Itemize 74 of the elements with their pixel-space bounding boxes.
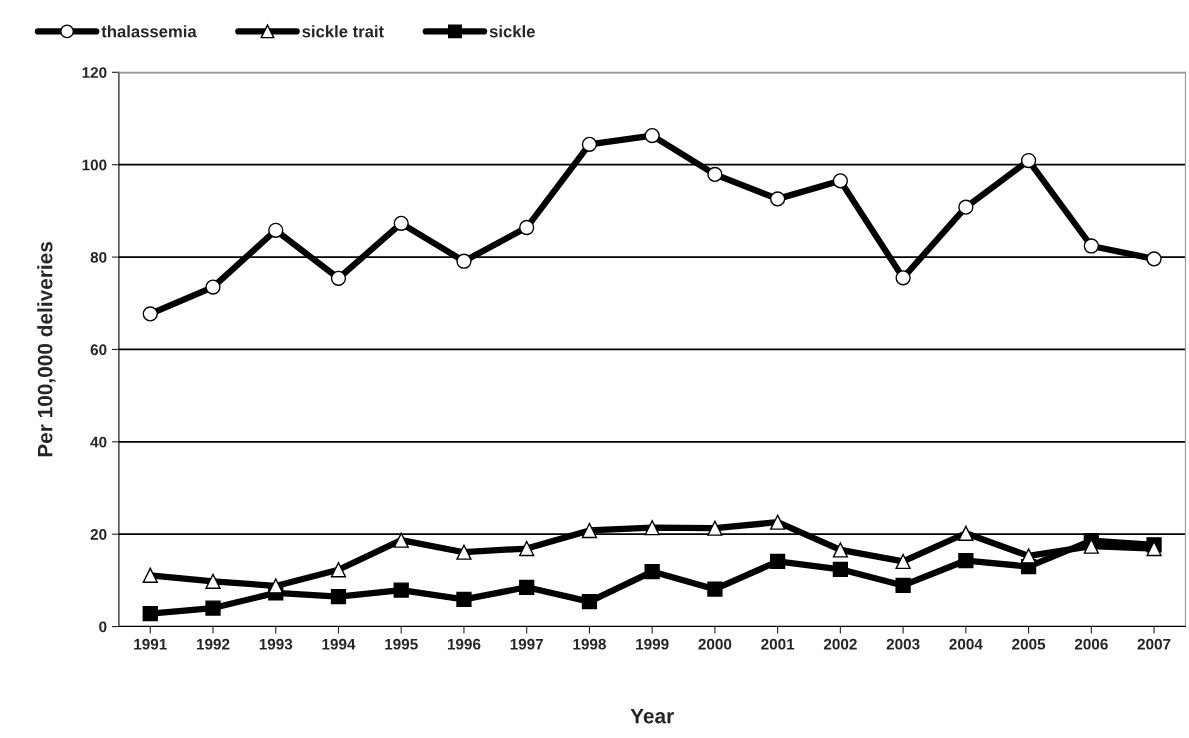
point — [268, 222, 284, 238]
x-tick-label: 2001 — [761, 638, 795, 650]
y-axis-title: Per 100,000 deliveries — [37, 241, 56, 457]
point — [770, 553, 786, 570]
point — [707, 166, 723, 183]
y-tick-label: 0 — [99, 621, 107, 633]
legend-label: sickle trait — [302, 25, 384, 38]
point — [581, 522, 598, 539]
point — [1146, 251, 1162, 267]
point — [519, 579, 535, 595]
point — [1020, 548, 1037, 564]
point — [707, 581, 723, 597]
point — [958, 552, 974, 569]
point — [142, 567, 158, 583]
x-tick-label: 2007 — [1137, 638, 1171, 650]
y-tick-label: 60 — [90, 344, 107, 356]
point — [205, 600, 221, 616]
legend-label: sickle — [489, 25, 535, 38]
x-tick-label: 1995 — [385, 638, 418, 650]
x-tick-label: 1999 — [636, 638, 669, 650]
point — [832, 542, 849, 558]
point — [330, 270, 347, 286]
point — [456, 544, 472, 560]
point — [832, 561, 849, 577]
x-tick-label: 2002 — [823, 638, 857, 650]
point — [393, 582, 409, 598]
x-tick-label: 1991 — [134, 638, 167, 650]
point — [393, 215, 409, 231]
point — [393, 532, 409, 548]
x-tick-label: 1992 — [196, 638, 230, 650]
x-tick-label: 2006 — [1074, 638, 1108, 650]
point — [832, 173, 849, 189]
point — [770, 514, 786, 530]
x-tick-label: 2003 — [886, 638, 920, 650]
point — [770, 191, 786, 207]
x-tick-label: 2000 — [698, 638, 732, 650]
point — [958, 525, 974, 541]
point — [456, 253, 472, 269]
x-tick-label: 1997 — [510, 638, 544, 650]
point — [519, 540, 535, 557]
point — [456, 591, 472, 607]
point — [644, 127, 660, 144]
point — [205, 279, 221, 295]
y-tick-label: 100 — [82, 159, 107, 171]
point — [205, 573, 221, 589]
y-tick-label: 120 — [82, 67, 107, 79]
point — [519, 219, 535, 236]
legend-label: thalassemia — [101, 25, 197, 38]
point — [330, 588, 347, 605]
point — [644, 520, 660, 536]
y-tick-label: 20 — [90, 529, 107, 540]
point — [268, 578, 284, 594]
point — [1020, 152, 1037, 169]
y-tick-label: 80 — [90, 251, 107, 263]
point — [142, 605, 158, 622]
x-tick-label: 2004 — [949, 638, 983, 650]
x-tick-label: 1998 — [573, 638, 606, 650]
point — [707, 520, 723, 536]
x-tick-label: 1996 — [447, 638, 481, 650]
point — [1083, 238, 1099, 254]
x-axis-title: Year — [630, 708, 674, 724]
point — [581, 136, 598, 153]
y-tick-label: 40 — [90, 436, 107, 448]
point — [895, 577, 911, 594]
point — [142, 306, 158, 322]
x-tick-label: 2005 — [1012, 638, 1046, 650]
point — [644, 563, 660, 580]
point — [581, 593, 598, 610]
point — [330, 562, 347, 578]
x-tick-label: 1994 — [322, 638, 356, 650]
x-tick-label: 1993 — [259, 638, 293, 650]
point — [958, 199, 974, 215]
point — [895, 270, 911, 286]
point — [895, 553, 911, 570]
